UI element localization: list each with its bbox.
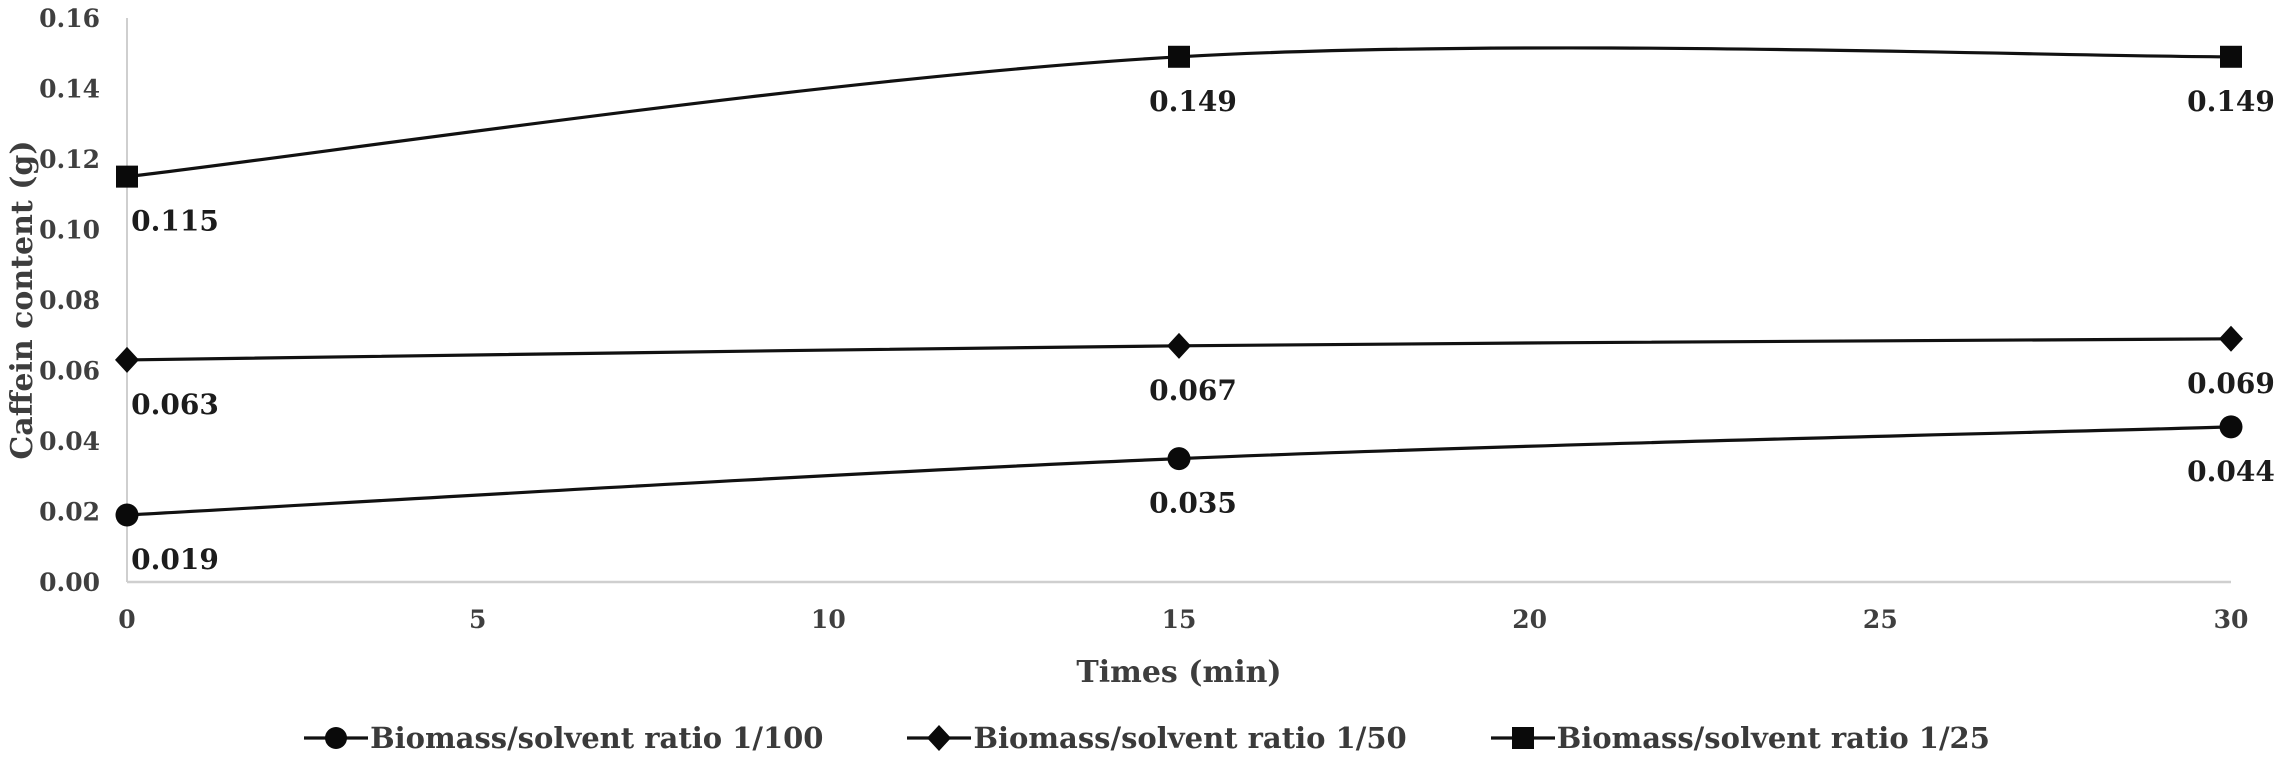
y-tick-label: 0.12	[39, 145, 100, 174]
legend-label: Biomass/solvent ratio 1/50	[973, 721, 1407, 755]
data-point-diamond	[2219, 325, 2243, 352]
y-tick-label: 0.10	[39, 216, 100, 245]
legend-marker-diamond-icon	[907, 725, 972, 751]
y-tick-label: 0.08	[39, 286, 100, 315]
data-point-label: 0.063	[131, 388, 219, 421]
data-point-label: 0.149	[1149, 85, 1237, 118]
legend-label: Biomass/solvent ratio 1/100	[370, 721, 824, 755]
legend-item-ratio-1-100: Biomass/solvent ratio 1/100	[304, 721, 823, 755]
legend-diamond	[927, 725, 952, 751]
ticks-layer: 0.00 0.02 0.04 0.06 0.08 0.10 0.12 0.14 0.16 0 5 10…	[39, 4, 2248, 634]
x-tick-label: 10	[811, 605, 846, 634]
data-point-label: 0.149	[2187, 85, 2275, 118]
x-tick-label: 15	[1162, 605, 1197, 634]
x-tick-label: 25	[1863, 605, 1898, 634]
y-tick-label: 0.06	[39, 357, 100, 386]
data-point-label: 0.019	[131, 543, 219, 576]
data-point-diamond	[115, 346, 139, 373]
x-axis-title: Times (min)	[1076, 655, 1281, 690]
data-point-label: 0.035	[1149, 487, 1237, 520]
y-tick-label: 0.14	[39, 75, 100, 104]
data-point-circle	[1167, 447, 1191, 471]
legend-label: Biomass/solvent ratio 1/25	[1556, 721, 1990, 755]
legend-marker-circle-icon	[304, 727, 369, 749]
series-layer	[115, 45, 2243, 527]
data-point-circle	[2219, 415, 2243, 439]
data-point-label: 0.069	[2187, 367, 2275, 400]
y-tick-label: 0.02	[39, 498, 100, 527]
data-point-square	[1168, 45, 1190, 68]
data-point-diamond	[1167, 332, 1191, 359]
data-point-circle	[115, 503, 139, 527]
y-tick-label: 0.16	[39, 4, 100, 33]
y-tick-label: 0.04	[39, 427, 100, 456]
legend-square	[1511, 727, 1534, 749]
legend-circle	[325, 727, 348, 749]
data-point-square	[2220, 45, 2242, 68]
data-labels-layer: 0.019 0.035 0.044 0.063 0.067 0.069 0.115 0.149…	[131, 85, 2275, 576]
axes-layer	[126, 18, 2231, 584]
legend-item-ratio-1-25: Biomass/solvent ratio 1/25	[1490, 721, 1990, 755]
data-point-label: 0.067	[1149, 374, 1237, 407]
data-point-square	[116, 165, 138, 188]
legend-marker-square-icon	[1490, 727, 1555, 749]
legend-item-ratio-1-50: Biomass/solvent ratio 1/50	[907, 721, 1407, 755]
y-tick-label: 0.00	[39, 568, 100, 597]
x-tick-label: 20	[1512, 605, 1547, 634]
x-tick-label: 0	[118, 605, 135, 634]
chart-legend: Biomass/solvent ratio 1/100 Biomass/solve…	[0, 712, 2294, 764]
x-tick-label: 5	[469, 605, 486, 634]
x-tick-label: 30	[2214, 605, 2249, 634]
data-point-label: 0.044	[2187, 455, 2275, 488]
y-axis-title: Caffein content (g)	[5, 140, 40, 459]
data-point-label: 0.115	[131, 205, 219, 238]
